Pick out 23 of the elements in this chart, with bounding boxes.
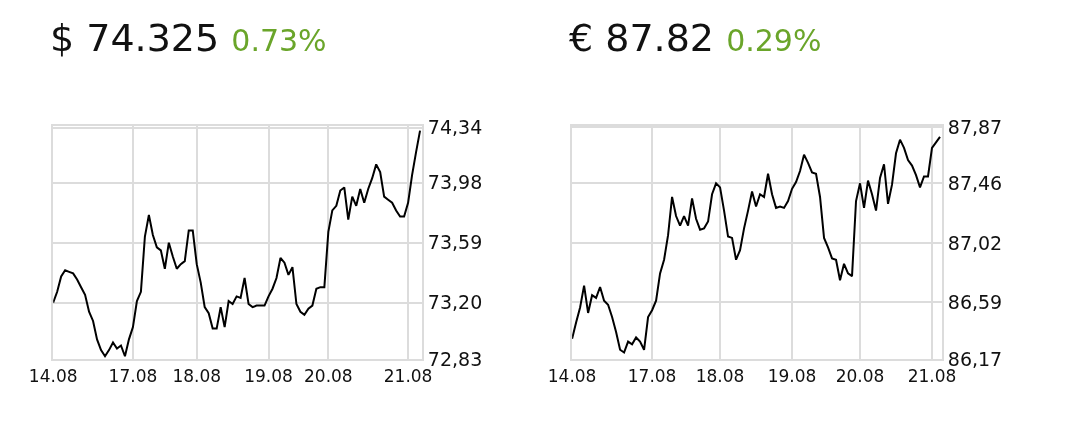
y-tick-label: 87,02 — [947, 232, 1003, 255]
line-series — [572, 135, 941, 354]
y-tick-label: 87,87 — [947, 116, 1003, 139]
x-tick-label: 20.08 — [835, 365, 885, 386]
chart-subtitle: 0.73% — [231, 23, 327, 58]
y-tick-label: 73,20 — [427, 291, 483, 314]
x-tick-label: 17.08 — [108, 365, 158, 386]
x-tick-label: 14.08 — [547, 365, 597, 386]
y-tick-label: 73,59 — [427, 231, 483, 254]
x-tick-label: 17.08 — [627, 365, 677, 386]
y-tick-label: 86,59 — [947, 290, 1003, 313]
x-tick-label: 18.08 — [695, 365, 745, 386]
chart-title: € 87.82 — [569, 16, 715, 60]
x-tick-label: 18.08 — [172, 365, 222, 386]
x-tick-label: 19.08 — [767, 365, 817, 386]
y-tick-label: 73,98 — [427, 171, 483, 194]
chart-title: $ 74.325 — [50, 16, 220, 60]
x-tick-label: 20.08 — [304, 365, 353, 386]
chart-subtitle: 0.29% — [726, 23, 822, 58]
x-tick-label: 14.08 — [28, 365, 78, 386]
x-tick-label: 19.08 — [244, 365, 293, 386]
y-tick-label: 74,34 — [427, 116, 483, 139]
y-tick-label: 87,46 — [947, 171, 1003, 194]
